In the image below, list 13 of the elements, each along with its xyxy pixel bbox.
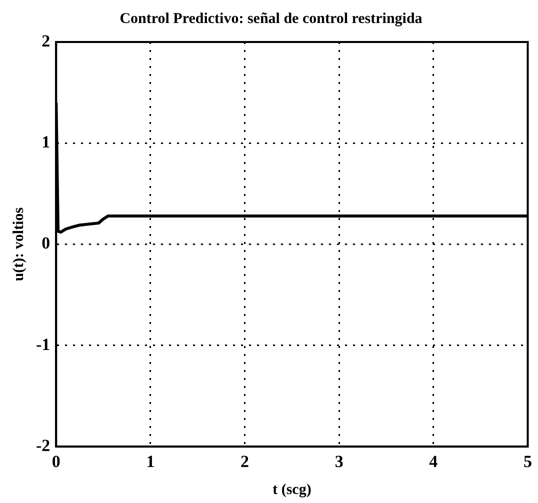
y-axis-title: u(t): voltios [10,207,27,282]
x-tick-label: 2 [240,452,250,472]
chart-title: Control Predictivo: señal de control restringida [120,10,423,27]
x-axis-title: t (scg) [272,482,312,498]
x-tick-label: 3 [334,452,344,472]
y-tick-label: 2 [42,31,50,50]
x-tick-label: 4 [429,452,438,472]
y-tick-label: -2 [36,436,50,455]
y-tick-label: 0 [42,234,50,253]
x-tick-label: 1 [146,452,155,472]
y-tick-label: 1 [42,132,50,152]
y-tick-label: -1 [36,334,50,354]
x-tick-label: 5 [524,452,532,472]
